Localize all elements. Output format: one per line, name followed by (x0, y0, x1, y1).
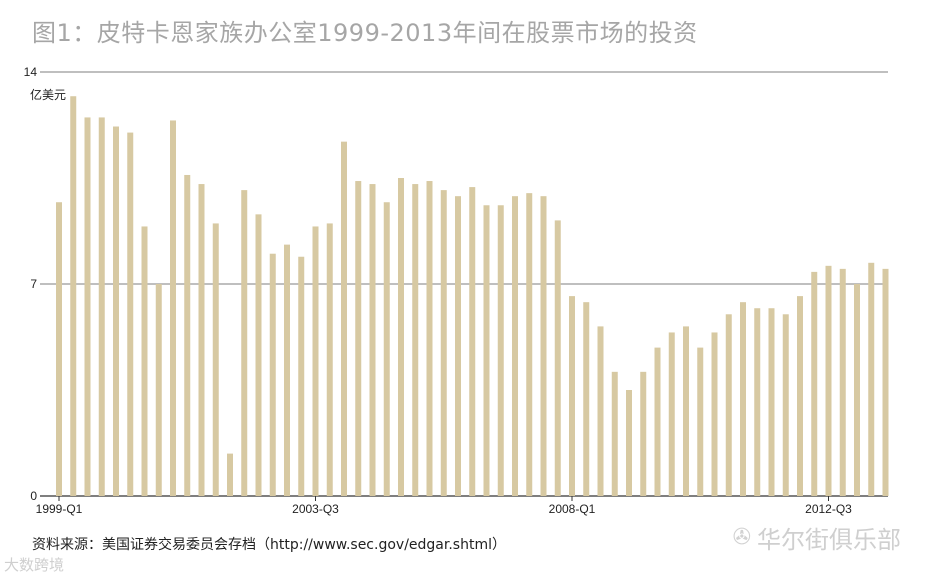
bar (768, 308, 775, 496)
bar (754, 308, 761, 496)
bar (212, 223, 219, 496)
bar (326, 223, 333, 496)
bar (497, 205, 504, 496)
bar (854, 284, 860, 496)
bar (383, 202, 390, 496)
y-tick-label: 7 (30, 277, 37, 291)
axes: 0 7 14 亿美元 1999-Q1 2003-Q3 2008-Q1 2012-Q3 (24, 65, 853, 516)
bar (455, 196, 461, 496)
bar (483, 205, 490, 496)
bar (141, 226, 148, 496)
bar (398, 178, 404, 496)
bar (583, 302, 590, 496)
x-tick-label: 1999-Q1 (36, 502, 83, 516)
bar (839, 268, 846, 496)
bar (70, 96, 77, 496)
bar (355, 181, 362, 496)
bar (825, 265, 832, 496)
bar (312, 226, 319, 496)
bar (184, 174, 191, 496)
bar (569, 296, 575, 496)
bar (554, 220, 561, 496)
bar (298, 256, 305, 496)
bar (440, 190, 447, 496)
bar (255, 214, 262, 497)
bar (369, 184, 376, 497)
bar (284, 244, 290, 496)
bar (668, 332, 675, 496)
bars (56, 96, 889, 497)
bar (725, 314, 732, 496)
bar (540, 196, 547, 496)
x-tick-label: 2003-Q3 (292, 502, 339, 516)
y-axis-label: 亿美元 (30, 87, 66, 102)
bar (868, 262, 875, 496)
bar (512, 196, 518, 496)
x-tick-label: 2008-Q1 (549, 502, 596, 516)
bar (227, 453, 233, 496)
watermark-brand-text: 华尔街俱乐部 (757, 526, 901, 554)
bar (626, 390, 632, 496)
bar (127, 132, 134, 497)
bar (426, 181, 433, 496)
bar (469, 187, 476, 497)
bar (113, 126, 119, 496)
bar (84, 117, 91, 496)
bar (341, 141, 347, 496)
bar (170, 120, 176, 496)
bar (640, 371, 647, 496)
bar (611, 371, 618, 496)
bar (198, 184, 205, 497)
bar (597, 326, 604, 496)
bar (98, 117, 105, 496)
bar (56, 202, 62, 496)
y-tick-label: 0 (30, 489, 37, 503)
bar (797, 296, 803, 496)
bar (782, 314, 789, 496)
bar (711, 332, 718, 496)
bar (241, 190, 248, 496)
bar (654, 347, 661, 496)
bar (882, 268, 889, 496)
y-tick-label: 14 (24, 65, 38, 79)
bar (697, 347, 704, 496)
source-note: 资料来源：美国证券交易委员会存档（http://www.sec.gov/edga… (32, 537, 506, 553)
bar (811, 271, 818, 496)
bar (683, 326, 689, 496)
x-tick-label: 2012-Q3 (805, 502, 852, 516)
watermark-brand: ✇ 华尔街俱乐部 (733, 520, 901, 555)
watermark-corner: 大数跨境 (4, 556, 65, 574)
bar (740, 302, 746, 496)
chart-title: 图1：皮特卡恩家族办公室1999-2013年间在股票市场的投资 (32, 19, 698, 47)
bar (155, 284, 162, 496)
bar (526, 193, 533, 496)
wechat-icon: ✇ (732, 525, 751, 550)
gridlines (40, 71, 888, 497)
bar (269, 253, 276, 496)
bar (412, 184, 419, 497)
